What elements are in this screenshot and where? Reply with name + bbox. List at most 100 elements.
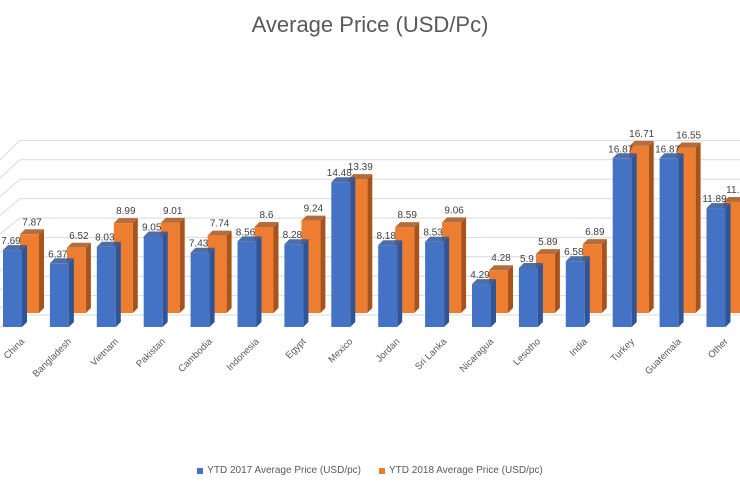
- bar-2018-top: [723, 197, 740, 202]
- legend-swatch-2018: [379, 467, 385, 474]
- data-label-2018: 7.74: [210, 219, 230, 230]
- bar-2018-side: [695, 142, 701, 313]
- gridline-side: [0, 217, 21, 235]
- category-label: Lesotho: [511, 336, 543, 368]
- category-label: Indonesia: [225, 336, 262, 373]
- legend-label-2017: YTD 2017 Average Price (USD/pc): [207, 465, 361, 476]
- bar-2017-side: [162, 231, 168, 327]
- bar-2017-top: [518, 263, 543, 268]
- bar-2017: [565, 261, 585, 327]
- data-label-2017: 7.69: [1, 236, 21, 247]
- bar-2018-side: [601, 239, 607, 313]
- bar-2018-side: [648, 140, 654, 313]
- legend: YTD 2017 Average Price (USD/pc) YTD 2018…: [0, 465, 740, 476]
- bar-2017-top: [425, 236, 450, 242]
- bar-2017-side: [350, 177, 356, 327]
- category-label: Jordan: [374, 336, 402, 364]
- bar-2018-side: [414, 222, 420, 313]
- bar-2018-top: [207, 230, 232, 236]
- category-label: Bangladesh: [31, 336, 74, 379]
- bar-2018-top: [582, 239, 607, 245]
- bar-2017: [612, 158, 632, 327]
- category-label: Mexico: [326, 336, 355, 365]
- bar-2018-side: [226, 230, 232, 313]
- legend-label-2018: YTD 2018 Average Price (USD/pc): [389, 465, 543, 476]
- category-label: China: [2, 336, 28, 362]
- data-label-2018: 6.52: [69, 231, 89, 242]
- bar-2018-side: [273, 222, 279, 313]
- legend-item-2017: YTD 2017 Average Price (USD/pc): [197, 465, 361, 476]
- bar-2017-top: [659, 153, 684, 159]
- data-label-2018: 4.28: [491, 253, 511, 264]
- bar-2017-side: [631, 153, 637, 327]
- data-label-2018: 5.89: [538, 237, 558, 248]
- bar-2018-top: [113, 218, 138, 224]
- bar-2017-side: [491, 279, 496, 327]
- category-label: Turkey: [609, 336, 637, 364]
- bar-2017-top: [49, 258, 74, 264]
- bar-2017-top: [331, 177, 356, 183]
- data-label-2017: 8.53: [423, 228, 443, 239]
- bar-2017-side: [444, 236, 450, 327]
- bar-2017: [425, 241, 445, 327]
- bar-2017: [331, 182, 351, 327]
- legend-swatch-2017: [197, 467, 204, 474]
- bar-2018-top: [395, 222, 420, 228]
- bar-2018-top: [489, 265, 513, 271]
- bar-2017-top: [237, 236, 262, 242]
- bar-2017: [378, 245, 398, 327]
- bar-2018-side: [461, 217, 467, 313]
- bar-2017-side: [22, 245, 27, 327]
- bar-2017-top: [612, 153, 637, 159]
- bar-2018-top: [160, 217, 185, 223]
- bar-2017-side: [584, 256, 590, 327]
- bar-2017-top: [472, 279, 496, 285]
- data-label-2018: 6.89: [585, 227, 605, 238]
- data-label-2018: 16.55: [676, 131, 701, 142]
- bar-2017-top: [96, 241, 121, 247]
- bar-2017: [472, 284, 491, 327]
- bar-2018-top: [301, 215, 326, 221]
- bar-2017: [143, 236, 163, 327]
- category-label: Pakistan: [134, 336, 168, 370]
- bar-2017: [518, 268, 538, 327]
- legend-item-2018: YTD 2018 Average Price (USD/pc): [379, 465, 543, 476]
- bar-2017: [3, 250, 22, 327]
- bar-2017-top: [190, 247, 215, 253]
- data-label-2018: 9.24: [304, 204, 324, 215]
- bar-2017: [706, 208, 726, 327]
- data-label-2018: 8.99: [116, 206, 136, 217]
- bar-2018-top: [629, 140, 654, 146]
- category-label: India: [568, 336, 591, 359]
- data-label-2018: 16.71: [629, 129, 654, 140]
- data-label-2017: 6.58: [564, 247, 584, 258]
- bar-2017-side: [303, 239, 309, 327]
- bar-2018-side: [320, 215, 326, 313]
- data-label-2017: 4.29: [470, 270, 490, 281]
- data-label-2017: 8.56: [236, 227, 256, 238]
- bar-2017-side: [209, 247, 215, 327]
- data-label-2017: 16.87: [608, 144, 633, 155]
- bar-2017-side: [397, 240, 403, 327]
- bar-2017-side: [537, 263, 543, 327]
- data-label-2018: 9.01: [163, 206, 183, 217]
- data-label-2018: 9.06: [444, 205, 464, 216]
- data-label-2017: 8.28: [283, 230, 303, 241]
- bar-2017-top: [3, 245, 27, 251]
- bar-2017-side: [115, 241, 121, 327]
- category-label: Vietnam: [89, 336, 121, 368]
- bar-2017-side: [256, 236, 262, 327]
- data-label-2017: 8.18: [376, 231, 396, 242]
- data-label-2017: 6.37: [48, 249, 68, 260]
- data-label-2018: 7.87: [22, 217, 42, 228]
- bar-2017-side: [678, 153, 684, 327]
- data-label-2017: 11.89: [702, 194, 727, 205]
- bar-2017-top: [284, 239, 309, 245]
- data-label-2017: 16.87: [655, 144, 680, 155]
- category-label: Sri Lanka: [413, 336, 450, 373]
- category-label: Guatemala: [643, 336, 684, 377]
- data-label-2018: 8.59: [397, 210, 417, 221]
- bar-2018-top: [676, 142, 701, 148]
